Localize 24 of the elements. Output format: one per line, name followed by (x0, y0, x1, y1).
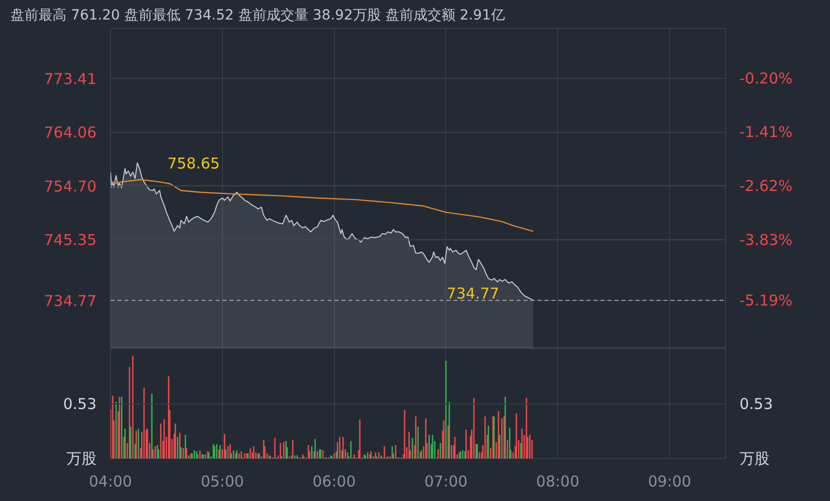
x-tick-label: 08:00 (536, 472, 580, 490)
line-series (110, 178, 534, 232)
x-tick-label: 07:00 (424, 472, 468, 490)
y2-axis-title: 万股 (740, 450, 770, 468)
x-tick-label: 04:00 (88, 472, 132, 490)
y2-tick-label: -5.19% (740, 291, 793, 310)
x-tick-label: 05:00 (200, 472, 244, 490)
annotation: 734.77 (446, 284, 500, 302)
y2-tick-label: -3.83% (740, 230, 793, 249)
text: 0.53 (740, 395, 773, 414)
x-tick-label: 09:00 (648, 472, 692, 490)
y2-tick-label: -2.62% (740, 177, 793, 196)
y2-tick-label: -1.41% (740, 123, 793, 142)
y-axis-title: 万股 (66, 450, 96, 468)
chart-title: 盘前最高 761.20 盘前最低 734.52 盘前成交量 38.92万股 盘前成交额 2.91亿 (10, 8, 505, 24)
y-tick-label: 754.70 (44, 177, 97, 196)
y2-tick-label: -0.20% (740, 69, 793, 88)
x-tick-label: 06:00 (312, 472, 356, 490)
y-tick-label: 734.77 (44, 292, 97, 310)
y-tick-label: 745.35 (44, 231, 97, 250)
annotation: 758.65 (167, 154, 220, 173)
y-tick-label: 773.41 (44, 70, 97, 88)
y-tick-label: 764.06 (44, 124, 97, 142)
ref-line-label: 0.53 (63, 395, 97, 414)
